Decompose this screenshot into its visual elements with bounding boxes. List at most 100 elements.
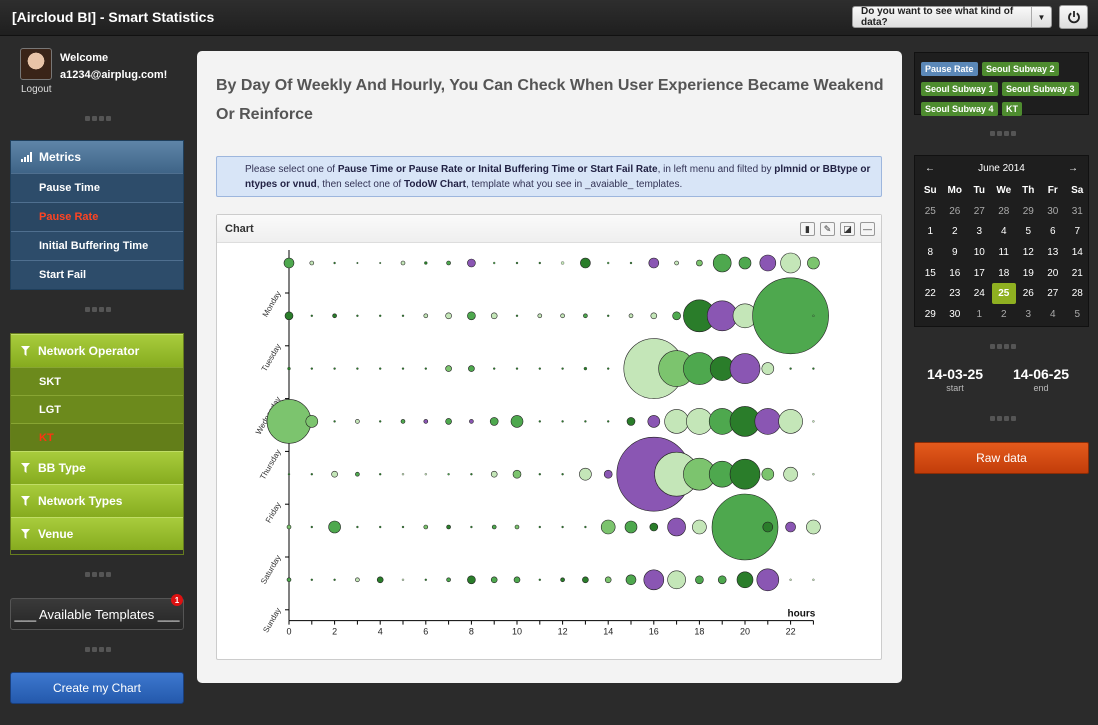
info-bold-1: Pause Time or Pause Rate or Inital Buffe…	[337, 164, 658, 175]
chart-tools: ▮ ✎ ◪ —	[800, 222, 875, 236]
calendar-day[interactable]: 7	[1074, 226, 1081, 238]
bubble	[729, 458, 761, 490]
calendar-day[interactable]: 28	[1071, 288, 1083, 300]
calendar-day[interactable]: 11	[998, 246, 1009, 258]
bubble	[310, 525, 313, 529]
bubble	[423, 524, 429, 530]
calendar-day[interactable]: 1	[976, 308, 983, 320]
calendar-day[interactable]: 5	[1025, 226, 1032, 238]
calendar-day[interactable]: 29	[924, 308, 936, 320]
bubble	[305, 415, 319, 428]
tag-seoul-subway-4[interactable]: Seoul Subway 4	[921, 102, 998, 116]
tag-seoul-subway-2[interactable]: Seoul Subway 2	[981, 62, 1059, 76]
edit-icon[interactable]: ✎	[820, 222, 835, 236]
calendar-day[interactable]: 2	[951, 226, 958, 238]
power-button[interactable]	[1059, 5, 1088, 29]
calendar-day[interactable]: 25	[924, 205, 936, 217]
tag-seoul-subway-1[interactable]: Seoul Subway 1	[921, 82, 998, 96]
calendar-day[interactable]: 23	[949, 288, 961, 300]
calendar-day[interactable]: 30	[1047, 205, 1059, 217]
tag-seoul-subway-3[interactable]: Seoul Subway 3	[1001, 82, 1079, 96]
chevron-down-icon[interactable]: ▼	[1031, 7, 1051, 27]
calendar-day[interactable]: 21	[1071, 267, 1083, 279]
bubble	[538, 578, 541, 581]
bubble	[515, 367, 519, 370]
operator-skt[interactable]: SKT	[11, 367, 183, 395]
calendar-day[interactable]: 28	[998, 205, 1010, 217]
calendar-day[interactable]: 13	[1047, 246, 1059, 258]
bubble	[513, 576, 521, 584]
calendar-day[interactable]: 27	[973, 205, 985, 217]
calendar-day[interactable]: 26	[949, 205, 961, 217]
bubble	[356, 314, 359, 317]
metrics-header[interactable]: Metrics	[11, 141, 183, 173]
filter-network-types[interactable]: Network Types	[11, 484, 183, 517]
bubble	[424, 578, 427, 581]
calendar-day[interactable]: 25	[991, 283, 1016, 305]
calendar-day[interactable]: 4	[1049, 308, 1056, 320]
bubble	[310, 473, 313, 476]
trash-icon[interactable]: ▮	[800, 222, 815, 236]
prev-month-icon[interactable]: ←	[925, 162, 935, 174]
metric-pause-time[interactable]: Pause Time	[11, 173, 183, 202]
calendar-day[interactable]: 2	[1000, 308, 1007, 320]
bubble	[624, 520, 638, 534]
calendar-day[interactable]: 18	[998, 267, 1010, 279]
create-chart-button[interactable]: Create my Chart	[10, 672, 184, 704]
calendar-day[interactable]: 16	[949, 267, 961, 279]
calendar-day[interactable]: 29	[1022, 205, 1034, 217]
metric-pause-rate[interactable]: Pause Rate	[11, 202, 183, 231]
calendar-day[interactable]: 10	[973, 246, 985, 258]
bubble	[514, 524, 520, 530]
bubble	[515, 261, 519, 265]
metric-start-fail[interactable]: Start Fail	[11, 260, 183, 289]
filter-bb-type[interactable]: BB Type	[11, 451, 183, 484]
raw-data-button[interactable]: Raw data	[914, 442, 1089, 474]
bubble	[561, 420, 564, 423]
filter-network-operator[interactable]: Network Operator	[11, 334, 183, 367]
bubble	[356, 525, 359, 529]
metric-initial-buffering-time[interactable]: Initial Buffering Time	[11, 231, 183, 260]
calendar-day[interactable]: 31	[1071, 205, 1083, 217]
avatar[interactable]	[20, 48, 52, 80]
calendar-day[interactable]: 4	[1000, 226, 1007, 238]
bubble	[423, 419, 429, 424]
operator-kt[interactable]: KT	[11, 423, 183, 451]
tag-kt[interactable]: KT	[1001, 102, 1022, 116]
export-icon[interactable]: ◪	[840, 222, 855, 236]
calendar-day[interactable]: 17	[973, 267, 985, 279]
bubble	[561, 367, 564, 370]
available-templates-button[interactable]: ___ Available Templates ___	[10, 598, 184, 630]
calendar-day[interactable]: 8	[927, 246, 934, 258]
calendar-day[interactable]: 30	[949, 308, 961, 320]
calendar-day[interactable]: 1	[927, 226, 934, 238]
next-month-icon[interactable]: →	[1068, 162, 1078, 174]
calendar-day[interactable]: 27	[1047, 288, 1059, 300]
calendar-day[interactable]: 3	[976, 226, 983, 238]
minimize-icon[interactable]: —	[860, 222, 875, 236]
calendar-day[interactable]: 3	[1025, 308, 1032, 320]
calendar-day[interactable]: 5	[1074, 308, 1081, 320]
calendar-day[interactable]: 24	[973, 288, 985, 300]
bubble	[561, 473, 564, 476]
calendar-day[interactable]: 20	[1047, 267, 1059, 279]
bubble	[401, 578, 405, 581]
data-type-select[interactable]: Do you want to see what kind of data? ▼	[852, 6, 1052, 28]
calendar-day[interactable]: 15	[924, 267, 936, 279]
calendar-day[interactable]: 14	[1071, 246, 1083, 258]
calendar-day[interactable]: 19	[1022, 267, 1034, 279]
operator-lgt[interactable]: LGT	[11, 395, 183, 423]
calendar-day[interactable]: 26	[1022, 288, 1034, 300]
calendar-day[interactable]: 12	[1022, 246, 1034, 258]
calendar-day[interactable]: 9	[951, 246, 958, 258]
end-date[interactable]: 14-06-25	[1012, 366, 1070, 382]
bubble	[584, 525, 587, 529]
calendar-day[interactable]: 22	[924, 288, 936, 300]
tag-pause-rate[interactable]: Pause Rate	[921, 62, 978, 76]
logout-link[interactable]: Logout	[21, 84, 52, 95]
bubble	[445, 418, 452, 425]
calendar-day[interactable]: 6	[1049, 226, 1056, 238]
start-date[interactable]: 14-03-25	[926, 366, 984, 382]
bubble	[761, 467, 775, 481]
filter-venue[interactable]: Venue	[11, 517, 183, 550]
